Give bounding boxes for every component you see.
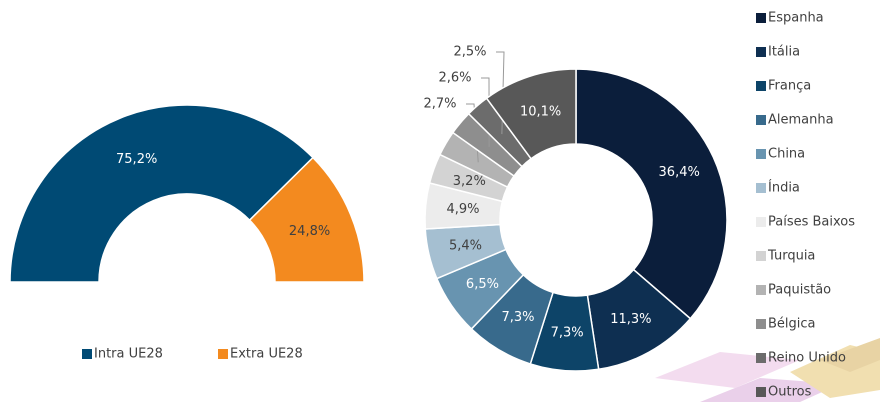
data-label: 75,2%	[116, 152, 157, 167]
legend-swatch	[218, 349, 228, 359]
legend-swatch	[756, 183, 766, 193]
legend-label: Itália	[768, 45, 800, 60]
data-label: 2,7%	[423, 97, 456, 112]
slice	[485, 68, 577, 160]
legend-label: França	[768, 79, 811, 94]
legend-label: Intra UE28	[94, 347, 163, 362]
data-label: 10,1%	[520, 105, 561, 120]
data-label: 24,8%	[289, 224, 330, 239]
legend-swatch	[756, 115, 766, 125]
legend-swatch	[756, 387, 766, 397]
data-label: 7,3%	[502, 310, 535, 325]
legend-swatch	[756, 353, 766, 363]
data-label: 36,4%	[659, 165, 700, 180]
data-label: 2,5%	[453, 45, 486, 60]
legend-label: China	[768, 147, 805, 162]
data-label: 2,6%	[438, 71, 471, 86]
legend-label: Alemanha	[768, 113, 834, 128]
data-label: 11,3%	[610, 312, 651, 327]
legend-label: Espanha	[768, 11, 824, 26]
legend-swatch	[756, 251, 766, 261]
data-label: 5,4%	[449, 238, 482, 253]
legend-label: Outros	[768, 385, 812, 400]
legend-swatch	[756, 47, 766, 57]
slice	[575, 68, 728, 320]
legend-swatch	[756, 319, 766, 329]
data-label: 6,5%	[466, 277, 499, 292]
legend-label: Extra UE28	[230, 347, 303, 362]
legend-label: Índia	[768, 180, 800, 196]
legend-label: Bélgica	[768, 317, 816, 332]
data-label: 3,2%	[453, 174, 486, 189]
slice	[248, 156, 365, 283]
legend-label: Reino Unido	[768, 351, 846, 366]
legend-label: Países Baixos	[768, 215, 855, 230]
legend-swatch	[82, 349, 92, 359]
legend-label: Turquia	[767, 249, 815, 264]
legend-swatch	[756, 149, 766, 159]
legend-swatch	[756, 13, 766, 23]
legend-swatch	[756, 285, 766, 295]
data-label: 4,9%	[446, 202, 479, 217]
legend-label: Paquistão	[768, 283, 831, 298]
legend-swatch	[756, 217, 766, 227]
slice	[9, 104, 315, 283]
legend-swatch	[756, 81, 766, 91]
data-label: 7,3%	[551, 326, 584, 341]
